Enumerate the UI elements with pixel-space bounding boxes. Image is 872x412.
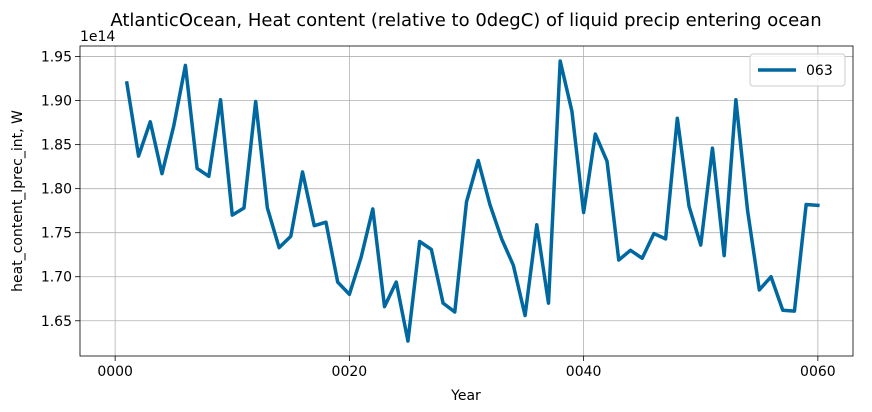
y-tick-label: 1.75: [41, 226, 72, 242]
y-axis: 1.65 1.70 1.75 1.80 1.85 1.90 1.95: [41, 50, 80, 330]
series-layer: [124, 59, 820, 343]
y-tick-label: 1.70: [41, 270, 72, 286]
x-tick-label: 0040: [566, 364, 602, 380]
y-tick-label: 1.90: [41, 94, 72, 110]
legend-box: [749, 53, 846, 87]
series-line-063: [124, 59, 820, 343]
x-tick-label: 0020: [332, 364, 368, 380]
y-tick-label: 1.65: [41, 314, 72, 330]
x-tick-label: 0000: [97, 364, 133, 380]
y-axis-label: heat_content_lprec_int, W: [10, 110, 26, 292]
x-axis: 0000 0020 0040 0060: [97, 356, 836, 380]
plot-frame: [79, 45, 854, 357]
legend: 063: [749, 53, 846, 87]
y-tick-label: 1.80: [41, 182, 72, 198]
grid: [80, 46, 853, 356]
x-tick-label: 0060: [800, 364, 836, 380]
chart-title: AtlanticOcean, Heat content (relative to…: [110, 10, 821, 31]
y-tick-label: 1.85: [41, 138, 72, 154]
y-offset-label: 1e14: [80, 29, 115, 45]
y-tick-label: 1.95: [41, 50, 72, 66]
x-axis-label: Year: [450, 388, 481, 404]
legend-label: 063: [806, 63, 833, 79]
